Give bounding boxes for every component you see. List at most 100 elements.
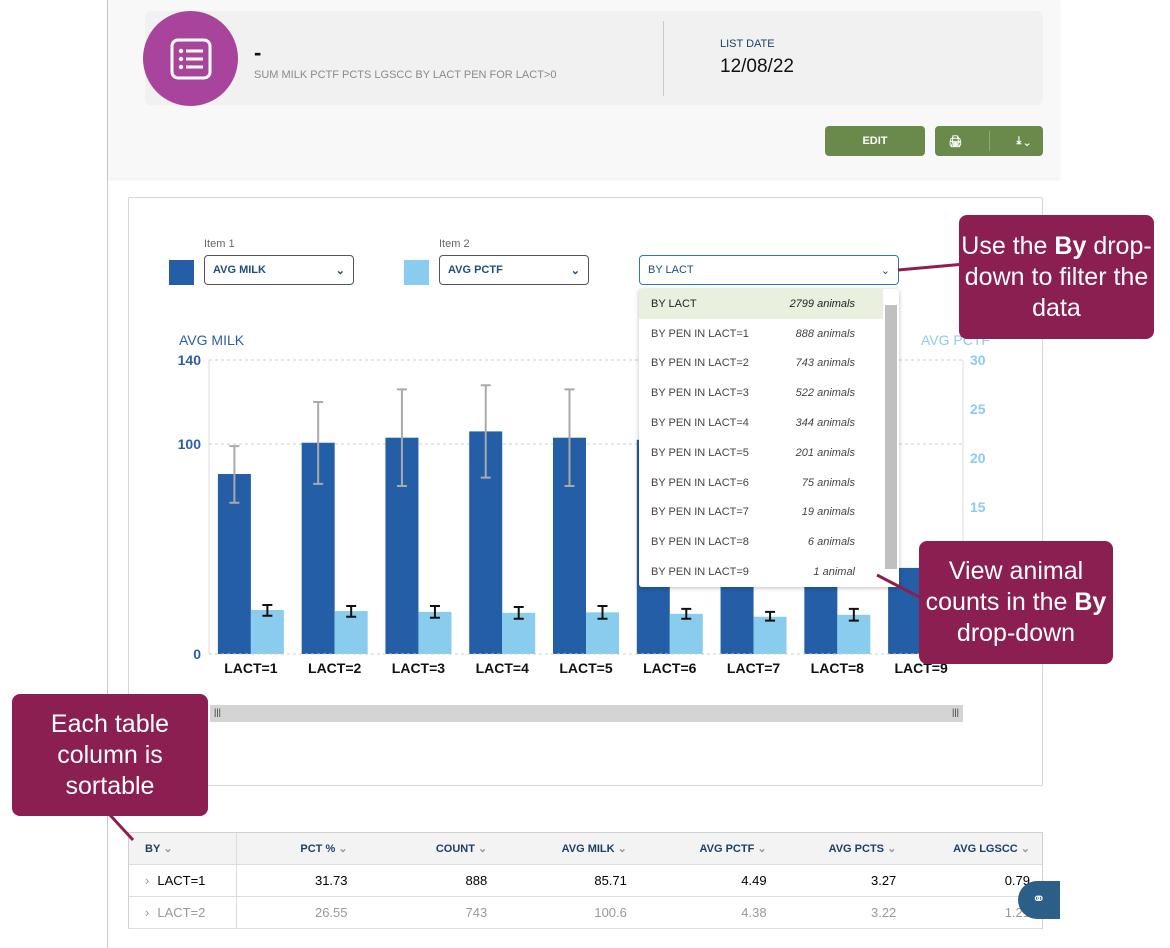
by-option[interactable]: BY PEN IN LACT=2 743 animals	[639, 349, 883, 379]
error-bar-pctf	[848, 607, 859, 622]
y-tick-label: 100	[178, 436, 202, 452]
scroll-handle-right[interactable]: |||	[951, 707, 959, 717]
expand-chevron-icon[interactable]: ›	[145, 873, 150, 888]
print-icon[interactable]: 🖨	[948, 135, 963, 148]
item2-swatch	[404, 260, 429, 285]
column-header[interactable]: AVG LGSCC ⌄	[908, 842, 1042, 855]
expand-chevron-icon[interactable]: ›	[145, 905, 150, 920]
option-count: 75 animals	[801, 476, 855, 489]
by-option[interactable]: BY LACT 2799 animals	[639, 289, 883, 319]
data-table: BY ⌄ PCT % ⌄ COUNT ⌄ AVG MILK ⌄ AVG PCTF ⌄ AV…	[128, 832, 1043, 929]
error-bar-pctf	[429, 604, 440, 619]
x-tick-label: LACT=2	[308, 660, 362, 676]
column-header-label: AVG PCTS	[828, 843, 885, 855]
x-tick-label: LACT=6	[643, 660, 697, 676]
support-headset-button[interactable]: ⚭	[1018, 881, 1060, 919]
by-option[interactable]: BY PEN IN LACT=1 888 animals	[639, 319, 883, 349]
item2-value: AVG PCTF	[448, 264, 503, 276]
table-cell: 888	[465, 873, 488, 888]
column-header[interactable]: PCT % ⌄	[237, 842, 360, 855]
by-option[interactable]: BY PEN IN LACT=4 344 animals	[639, 408, 883, 438]
table-cell: 31.73	[314, 873, 348, 888]
option-label: BY PEN IN LACT=5	[651, 446, 749, 459]
column-header[interactable]: AVG PCTF ⌄	[639, 842, 779, 855]
scroll-handle-left[interactable]: |||	[214, 707, 222, 717]
bar-avg-pctf	[418, 611, 452, 654]
dropdown-scrollbar[interactable]	[885, 293, 897, 583]
x-tick-label: LACT=8	[811, 660, 865, 676]
by-select[interactable]: BY LACT ⌄	[639, 255, 899, 285]
chart-horizontal-scrollbar[interactable]: ||| |||	[210, 705, 963, 722]
by-option[interactable]: BY PEN IN LACT=9 1 animal	[639, 557, 883, 587]
column-header[interactable]: BY ⌄	[129, 833, 237, 864]
divider	[988, 131, 990, 151]
error-bar-pctf	[597, 604, 608, 620]
table-cell: 3.27	[870, 873, 897, 888]
item1-swatch	[169, 260, 194, 285]
table-row[interactable]: › LACT=1 31.73 888 85.71 4.49 3.27 0.79	[129, 865, 1042, 897]
error-bar-pctf	[262, 604, 273, 617]
column-header[interactable]: AVG MILK ⌄	[499, 842, 639, 855]
option-label: BY PEN IN LACT=6	[651, 476, 749, 489]
table-cell: 4.49	[741, 873, 767, 888]
edit-button[interactable]: EDIT	[825, 126, 925, 156]
list-date-value: 12/08/22	[720, 56, 794, 77]
table-cell: 0.79	[1004, 873, 1030, 888]
item2-label: Item 2	[439, 238, 470, 250]
table-cell: 743	[465, 905, 488, 920]
error-bar-milk	[396, 388, 407, 487]
by-value: BY LACT	[648, 264, 694, 276]
table-cell: 4.38	[741, 905, 767, 920]
by-option[interactable]: BY PEN IN LACT=6 75 animals	[639, 468, 883, 498]
sort-chevron-icon[interactable]: ⌄	[757, 843, 767, 855]
table-cell: LACT=1	[157, 873, 206, 888]
sort-chevron-icon[interactable]: ⌄	[477, 843, 488, 855]
option-count: 344 animals	[795, 417, 855, 430]
sort-chevron-icon[interactable]: ⌄	[617, 843, 627, 855]
by-option[interactable]: BY PEN IN LACT=7 19 animals	[639, 498, 883, 528]
x-tick-label: LACT=4	[476, 660, 530, 676]
download-icon[interactable]: ⤓ ⌄	[1016, 134, 1030, 147]
option-label: BY PEN IN LACT=3	[651, 387, 749, 400]
option-label: BY PEN IN LACT=1	[651, 327, 749, 340]
column-header-label: COUNT	[435, 843, 475, 855]
sort-chevron-icon[interactable]: ⌄	[1020, 843, 1030, 855]
x-tick-label: LACT=9	[894, 660, 948, 676]
column-header[interactable]: AVG PCTS ⌄	[779, 842, 909, 855]
x-tick-label: LACT=5	[559, 660, 613, 676]
column-header-label: AVG LGSCC	[953, 843, 1018, 855]
table-row[interactable]: › LACT=2 26.55 743 100.6 4.38 3.22 1.21	[129, 897, 1042, 929]
column-header-label: AVG PCTF	[699, 843, 755, 855]
bar-avg-pctf	[753, 616, 787, 654]
error-bar-pctf	[765, 610, 776, 622]
column-header[interactable]: COUNT ⌄	[360, 842, 500, 855]
divider	[663, 21, 664, 96]
scrollbar-thumb[interactable]	[885, 305, 897, 569]
column-header-label: AVG MILK	[561, 843, 615, 855]
list-query: SUM MILK PCTF PCTS LGSCC BY LACT PEN FOR…	[254, 69, 557, 81]
option-count: 888 animals	[795, 327, 855, 340]
option-count: 2799 animals	[789, 297, 855, 310]
table-cell: 85.71	[594, 873, 627, 888]
by-option[interactable]: BY PEN IN LACT=8 6 animals	[639, 527, 883, 557]
item2-select[interactable]: AVG PCTF ⌄	[439, 255, 589, 285]
table-cell: 100.6	[594, 905, 627, 920]
chevron-down-icon: ⌄	[570, 264, 580, 277]
option-label: BY PEN IN LACT=7	[651, 506, 749, 519]
item1-select[interactable]: AVG MILK ⌄	[204, 255, 354, 285]
y2-tick-label: 30	[970, 352, 986, 368]
error-bar-pctf	[513, 605, 524, 620]
by-option[interactable]: BY PEN IN LACT=5 201 animals	[639, 438, 883, 468]
callout-by-dropdown: Use the By drop-down to filter the data	[959, 215, 1154, 339]
sort-chevron-icon[interactable]: ⌄	[163, 843, 173, 855]
option-label: BY PEN IN LACT=9	[651, 566, 749, 579]
by-option[interactable]: BY PEN IN LACT=3 522 animals	[639, 378, 883, 408]
column-header-label: PCT %	[300, 843, 336, 855]
option-count: 201 animals	[795, 446, 855, 459]
error-bar-milk	[313, 401, 324, 485]
option-label: BY PEN IN LACT=8	[651, 536, 749, 549]
option-count: 6 animals	[807, 536, 855, 549]
sort-chevron-icon[interactable]: ⌄	[338, 843, 348, 855]
sort-chevron-icon[interactable]: ⌄	[887, 843, 897, 855]
table-cell: LACT=2	[157, 905, 206, 920]
